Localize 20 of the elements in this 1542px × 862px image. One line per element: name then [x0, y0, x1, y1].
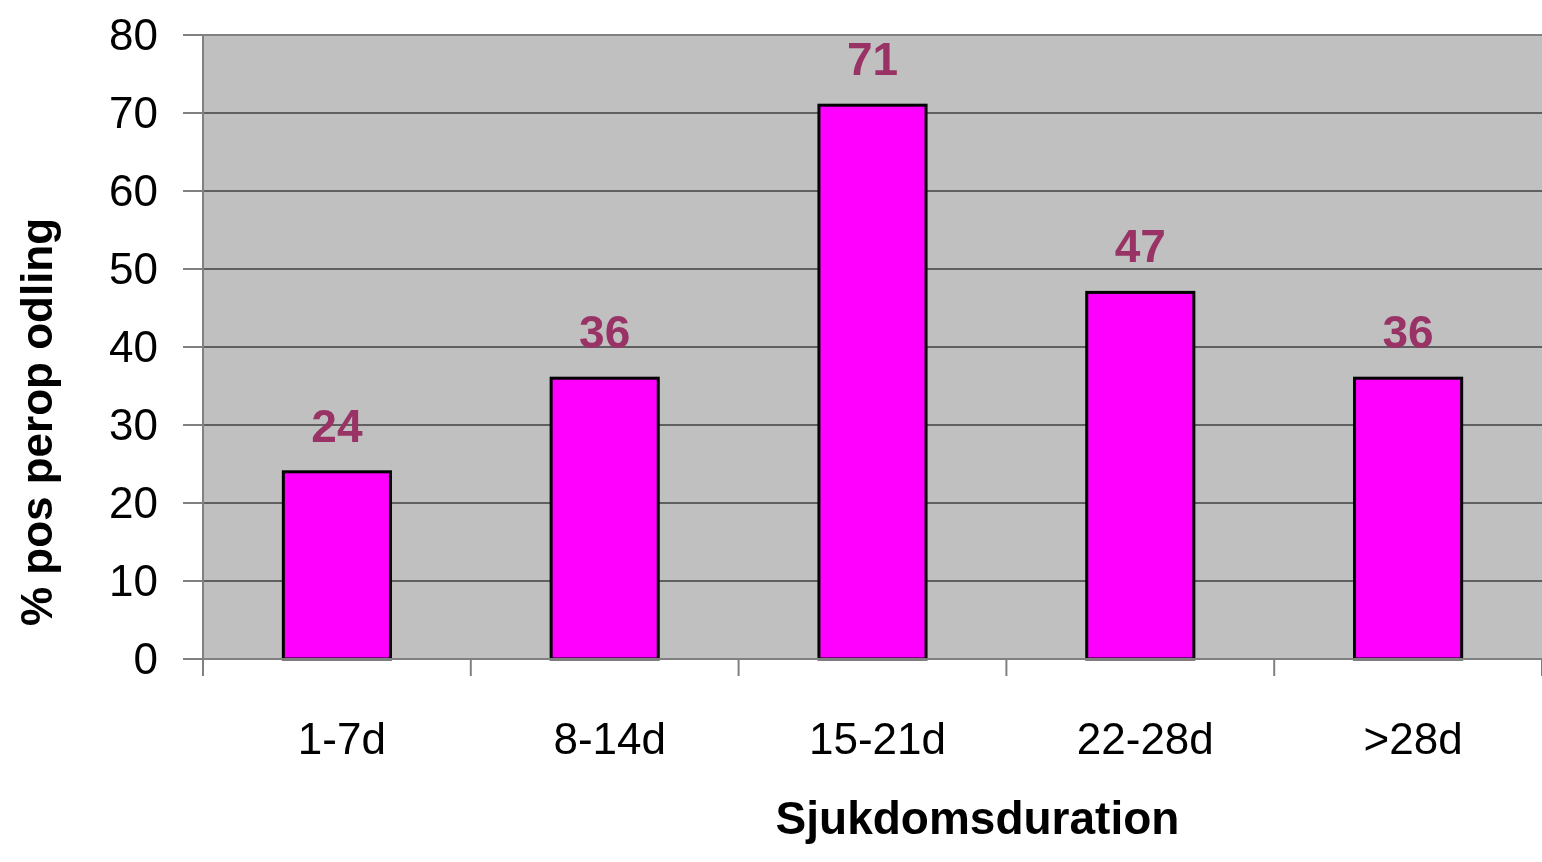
y-tick-label: 20 — [109, 478, 158, 528]
y-axis-title: % pos perop odling — [12, 217, 61, 627]
y-tick-label: 80 — [109, 10, 158, 60]
y-tick-label: 10 — [109, 556, 158, 606]
data-label: 47 — [1114, 220, 1166, 273]
x-tick-label: 22-28d — [1076, 714, 1214, 764]
y-tick-label: 40 — [109, 322, 158, 372]
y-tick-label: 70 — [109, 88, 158, 138]
y-tick-label: 30 — [109, 400, 158, 450]
x-tick-label: >28d — [1363, 714, 1463, 764]
y-tick-label: 0 — [133, 634, 158, 684]
data-label: 36 — [579, 306, 631, 359]
x-axis-title: Sjukdomsduration — [775, 792, 1180, 844]
data-label: 71 — [846, 33, 899, 86]
data-label: 36 — [1382, 306, 1434, 359]
x-tick-label: 15-21d — [808, 714, 947, 764]
y-tick-label: 60 — [109, 166, 158, 216]
x-tick-label: 1-7d — [297, 714, 386, 764]
x-tick-label: 8-14d — [553, 714, 666, 764]
y-tick-label: 50 — [109, 244, 158, 294]
